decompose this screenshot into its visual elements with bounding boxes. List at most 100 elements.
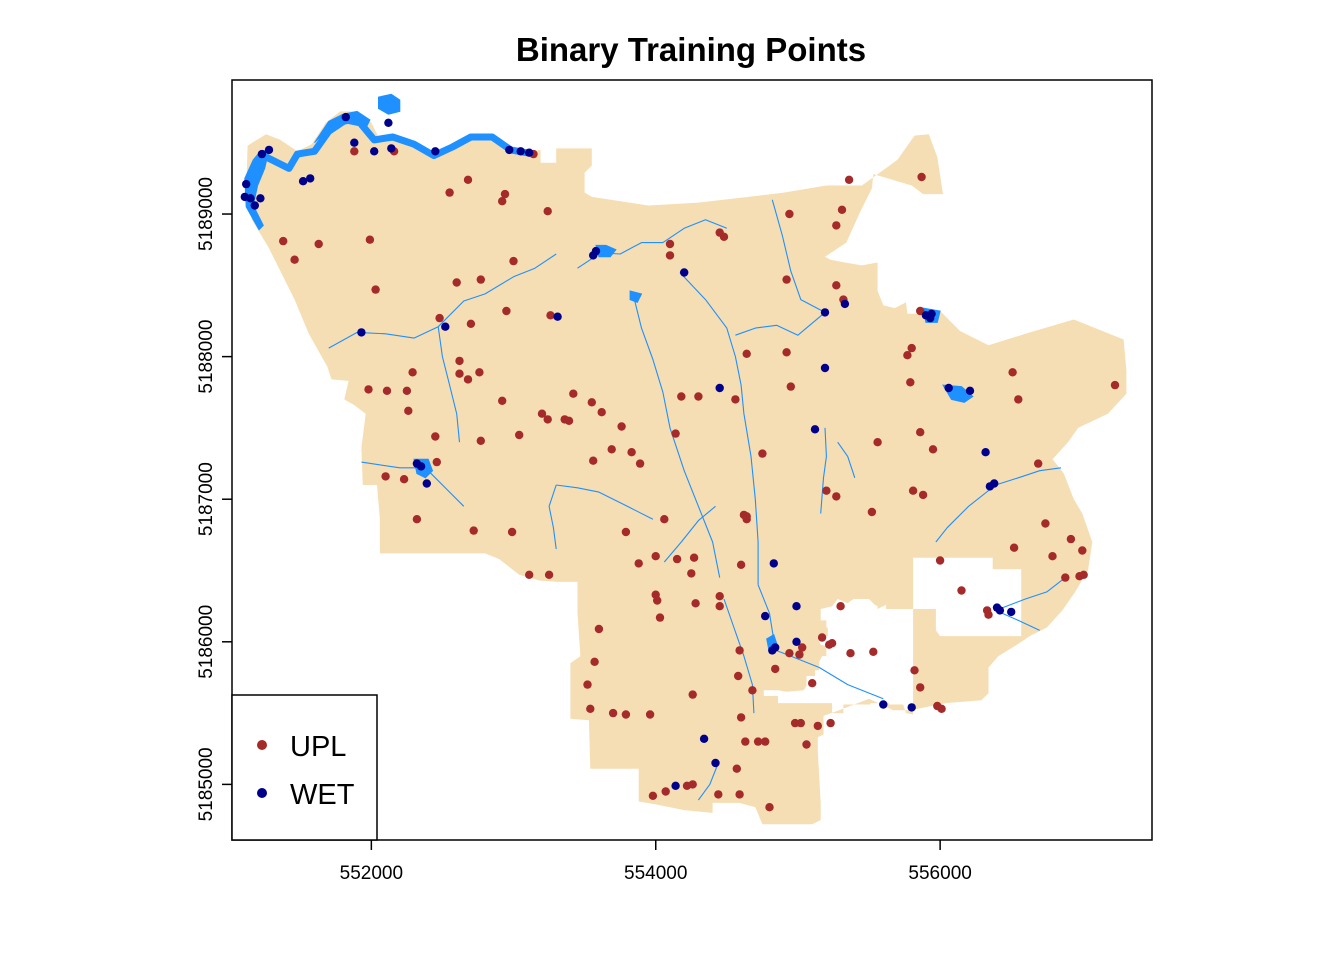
- point-upl: [412, 515, 422, 524]
- stream-line: [679, 272, 759, 585]
- point-upl: [544, 570, 554, 579]
- point-wet: [990, 479, 999, 488]
- point-wet: [944, 383, 953, 393]
- legend-label-wet: WET: [290, 779, 355, 811]
- point-upl: [660, 515, 669, 524]
- point-upl: [808, 679, 817, 688]
- point-upl: [844, 175, 854, 184]
- point-upl: [589, 456, 598, 465]
- point-upl: [498, 396, 507, 405]
- point-wet: [350, 138, 359, 147]
- point-upl: [500, 189, 510, 199]
- legend: UPL WET: [231, 694, 378, 841]
- stream-line: [328, 326, 439, 349]
- point-upl: [826, 718, 835, 728]
- y-tick-label: 5187000: [196, 462, 217, 536]
- point-upl: [635, 459, 645, 468]
- point-wet: [384, 118, 393, 128]
- point-upl: [564, 416, 574, 425]
- point-upl: [1009, 543, 1019, 552]
- point-upl: [790, 718, 800, 728]
- point-wet: [256, 194, 265, 203]
- point-upl: [825, 640, 834, 649]
- stream-line: [771, 199, 826, 313]
- point-wet: [1007, 607, 1016, 617]
- point-wet: [820, 363, 830, 373]
- land-layer: [246, 111, 1127, 825]
- point-upl: [691, 599, 700, 608]
- point-upl: [608, 708, 618, 718]
- point-upl: [795, 650, 804, 659]
- x-tick-label: 554000: [624, 863, 687, 884]
- point-upl: [594, 624, 604, 634]
- point-upl: [957, 586, 966, 595]
- point-wet: [341, 112, 350, 122]
- point-upl: [597, 408, 606, 417]
- point-upl: [445, 188, 454, 197]
- point-wet: [250, 201, 259, 210]
- land-area: [246, 111, 1127, 825]
- point-upl: [1110, 380, 1120, 390]
- point-wet: [505, 145, 514, 155]
- point-upl: [689, 553, 699, 562]
- point-upl: [1014, 395, 1023, 404]
- point-wet: [771, 643, 780, 652]
- point-wet: [907, 703, 916, 712]
- point-upl: [502, 306, 511, 316]
- point-upl: [736, 713, 746, 722]
- point-upl: [569, 389, 578, 398]
- stream-line: [427, 470, 465, 507]
- stream-line: [837, 441, 856, 478]
- point-wet: [246, 194, 255, 203]
- point-upl: [435, 313, 444, 323]
- point-upl: [735, 646, 744, 655]
- point-wet: [306, 174, 315, 183]
- point-upl: [537, 409, 547, 418]
- point-upl: [1008, 368, 1017, 377]
- point-upl: [364, 385, 373, 394]
- point-wet: [769, 559, 778, 568]
- point-upl: [694, 392, 703, 401]
- stream-line: [632, 293, 721, 578]
- water-body: [378, 93, 401, 115]
- point-wet: [840, 299, 850, 309]
- point-wet: [820, 308, 830, 317]
- point-wet: [927, 309, 936, 318]
- stream-line: [935, 484, 996, 543]
- point-upl: [350, 147, 359, 156]
- point-upl: [907, 343, 916, 353]
- river-line: [262, 116, 530, 172]
- point-upl: [452, 278, 461, 287]
- stream-line: [697, 762, 719, 801]
- point-upl: [782, 275, 791, 284]
- x-tick-label: 556000: [908, 863, 971, 884]
- point-wet: [298, 177, 308, 186]
- point-wet: [516, 147, 525, 156]
- point-upl: [475, 368, 484, 377]
- point-upl: [515, 430, 524, 440]
- point-upl: [903, 351, 912, 360]
- point-upl: [928, 445, 938, 454]
- point-wet: [370, 147, 379, 156]
- point-upl: [655, 613, 665, 622]
- point-wet: [792, 602, 801, 611]
- point-upl: [672, 554, 682, 564]
- point-upl: [432, 457, 441, 467]
- point-wet: [357, 328, 366, 337]
- point-upl: [1041, 519, 1050, 528]
- point-upl: [621, 710, 631, 719]
- point-upl: [836, 602, 845, 611]
- point-upl: [665, 239, 675, 249]
- stream-line: [595, 219, 728, 255]
- point-upl: [785, 209, 794, 219]
- stream-line: [556, 484, 654, 520]
- point-upl: [916, 428, 925, 437]
- point-wet: [525, 148, 534, 157]
- point-wet: [591, 246, 601, 256]
- point-upl: [586, 704, 595, 713]
- point-wet: [699, 734, 709, 743]
- point-wet: [422, 479, 431, 488]
- point-upl: [634, 559, 643, 568]
- point-wet: [416, 462, 426, 471]
